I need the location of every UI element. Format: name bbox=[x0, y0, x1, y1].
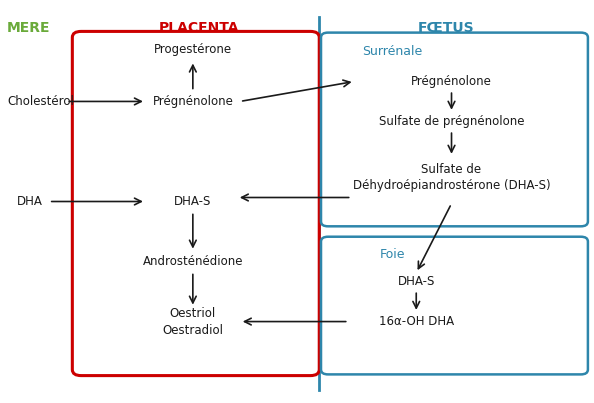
Text: Cholestérol: Cholestérol bbox=[8, 95, 74, 108]
Text: Sulfate de
Déhydroépiandrostérone (DHA-S): Sulfate de Déhydroépiandrostérone (DHA-S… bbox=[353, 163, 550, 192]
Text: Prégnénolone: Prégnénolone bbox=[411, 75, 492, 88]
Text: Surrénale: Surrénale bbox=[362, 46, 423, 58]
Text: Oestriol
Oestradiol: Oestriol Oestradiol bbox=[162, 307, 223, 337]
Text: Progestérone: Progestérone bbox=[154, 43, 232, 56]
Text: FŒTUS: FŒTUS bbox=[418, 21, 474, 35]
Text: Sulfate de prégnénolone: Sulfate de prégnénolone bbox=[379, 115, 525, 128]
Text: PLACENTA: PLACENTA bbox=[159, 21, 239, 35]
Text: 16α-OH DHA: 16α-OH DHA bbox=[379, 315, 454, 328]
Text: Prégnénolone: Prégnénolone bbox=[153, 95, 233, 108]
Text: DHA: DHA bbox=[17, 195, 42, 208]
Text: MERE: MERE bbox=[7, 21, 50, 35]
Text: Androsténédione: Androsténédione bbox=[143, 255, 243, 268]
Text: DHA-S: DHA-S bbox=[397, 275, 435, 288]
Text: Foie: Foie bbox=[380, 247, 406, 260]
Text: DHA-S: DHA-S bbox=[174, 195, 211, 208]
